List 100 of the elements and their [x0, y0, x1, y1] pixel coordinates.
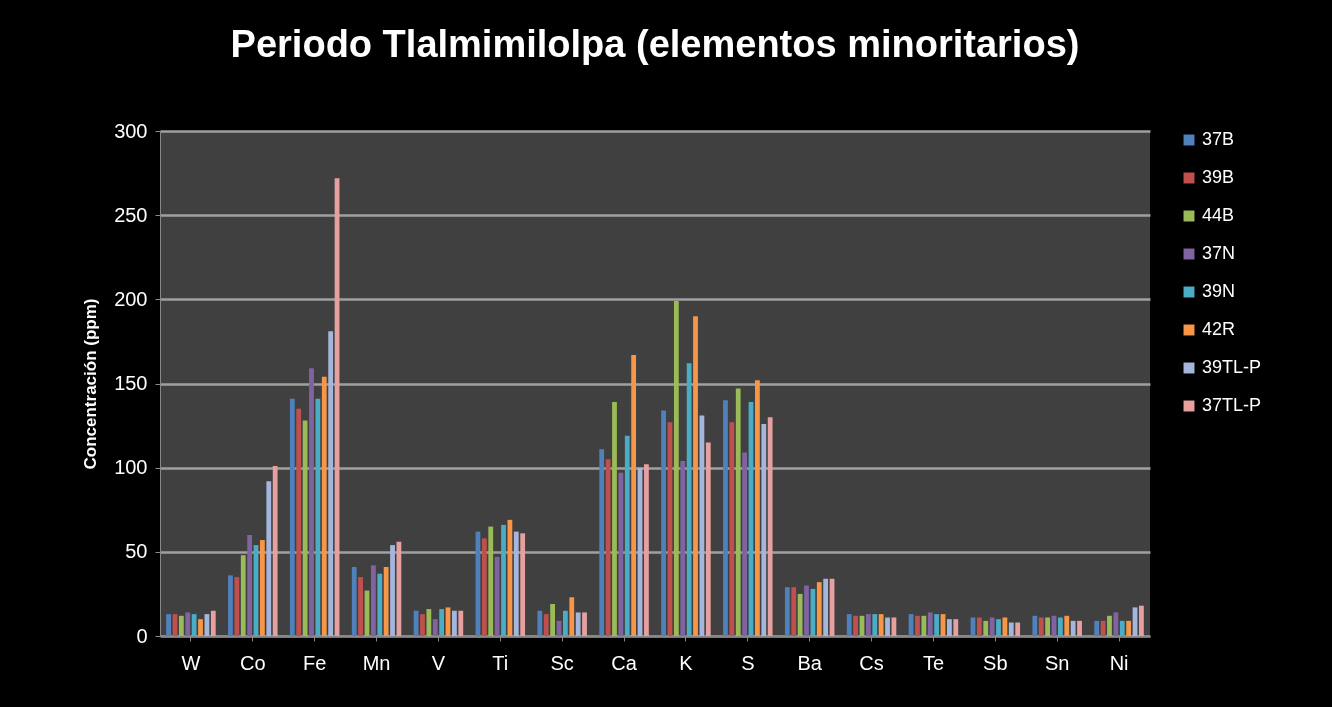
bar — [550, 604, 555, 636]
bar — [761, 423, 767, 636]
bar — [1045, 617, 1050, 636]
bar — [321, 376, 327, 636]
bar — [562, 610, 568, 636]
x-tick-label: K — [679, 651, 694, 674]
chart-title: Periodo Tlalmimilolpa (elementos minoritarios) — [230, 23, 1080, 65]
bar — [661, 410, 666, 636]
x-tick-label: Ni — [1109, 651, 1129, 674]
bar — [1057, 617, 1063, 636]
legend-label: 39N — [1202, 281, 1236, 301]
bar — [452, 610, 457, 636]
bar — [797, 593, 803, 636]
bar — [618, 472, 624, 636]
bar — [742, 452, 748, 636]
bar — [1015, 622, 1021, 636]
bar — [315, 398, 321, 636]
bar — [1032, 615, 1038, 636]
x-tick-label: Cs — [859, 651, 884, 674]
bar — [432, 619, 438, 636]
bar — [1119, 620, 1125, 636]
bar — [240, 555, 246, 636]
x-tick-label: Ba — [797, 651, 823, 674]
y-tick-label: 250 — [114, 203, 148, 226]
bar — [810, 588, 816, 636]
bar — [927, 612, 933, 636]
bar — [767, 417, 773, 636]
bar — [915, 615, 920, 636]
bar — [494, 556, 500, 636]
bar — [989, 617, 995, 636]
bar — [846, 614, 852, 636]
bar — [996, 619, 1001, 636]
bar — [537, 610, 543, 636]
bar — [582, 612, 587, 636]
bar — [1038, 617, 1044, 636]
bar — [686, 363, 692, 636]
x-tick-label: S — [741, 651, 755, 674]
bar — [755, 380, 760, 636]
bar — [377, 573, 383, 636]
bar — [247, 535, 253, 636]
bar — [272, 465, 278, 636]
bar — [644, 464, 649, 636]
bar — [358, 577, 363, 636]
bar — [673, 301, 679, 636]
bar — [328, 331, 334, 636]
y-tick-label: 300 — [114, 119, 148, 142]
bar — [878, 614, 884, 636]
x-tick-label: Mn — [362, 651, 391, 674]
bar — [735, 388, 741, 636]
bar — [439, 609, 445, 636]
bar — [426, 609, 432, 636]
bar — [501, 524, 506, 636]
bar — [309, 368, 314, 636]
y-tick-label: 100 — [114, 456, 148, 479]
y-axis-title: Concentración (ppm) — [81, 298, 101, 470]
bar — [1064, 615, 1070, 636]
bar — [624, 435, 630, 636]
bar — [383, 566, 389, 636]
x-tick-label: Sn — [1044, 651, 1070, 674]
bar — [865, 614, 871, 636]
legend-label: 37B — [1202, 129, 1235, 149]
bar — [934, 614, 940, 636]
legend-label: 39B — [1202, 167, 1235, 187]
bar — [302, 420, 308, 636]
bar — [458, 610, 464, 636]
x-tick-label: Ti — [492, 651, 509, 674]
bar — [166, 614, 171, 636]
y-tick-label: 0 — [136, 624, 148, 647]
bar — [823, 578, 829, 636]
bar — [1094, 620, 1100, 636]
bar — [520, 533, 526, 636]
x-tick-label: Ca — [611, 651, 638, 674]
bar — [784, 587, 790, 636]
bar — [1126, 620, 1132, 636]
bar — [599, 449, 605, 636]
bar — [1002, 617, 1008, 636]
bar — [612, 402, 617, 636]
bar — [178, 615, 184, 636]
bar — [1139, 605, 1144, 636]
bar — [921, 615, 927, 636]
bar — [680, 460, 686, 636]
bar — [351, 566, 357, 636]
bar — [481, 538, 487, 636]
bar — [723, 400, 728, 636]
bar — [210, 610, 216, 636]
bar — [1077, 620, 1082, 636]
bar — [976, 617, 982, 636]
bar — [234, 577, 240, 636]
bar — [693, 316, 698, 636]
legend-label: 39TL-P — [1202, 357, 1262, 377]
bar — [370, 565, 376, 636]
legend-label: 37N — [1202, 243, 1236, 263]
x-tick-label: Co — [240, 651, 266, 674]
bar — [543, 614, 549, 636]
x-tick-label: Fe — [303, 651, 327, 674]
bar — [507, 519, 513, 636]
y-tick-label: 200 — [114, 287, 148, 310]
bar — [816, 582, 822, 636]
bar — [1070, 620, 1076, 636]
bar — [390, 545, 395, 636]
